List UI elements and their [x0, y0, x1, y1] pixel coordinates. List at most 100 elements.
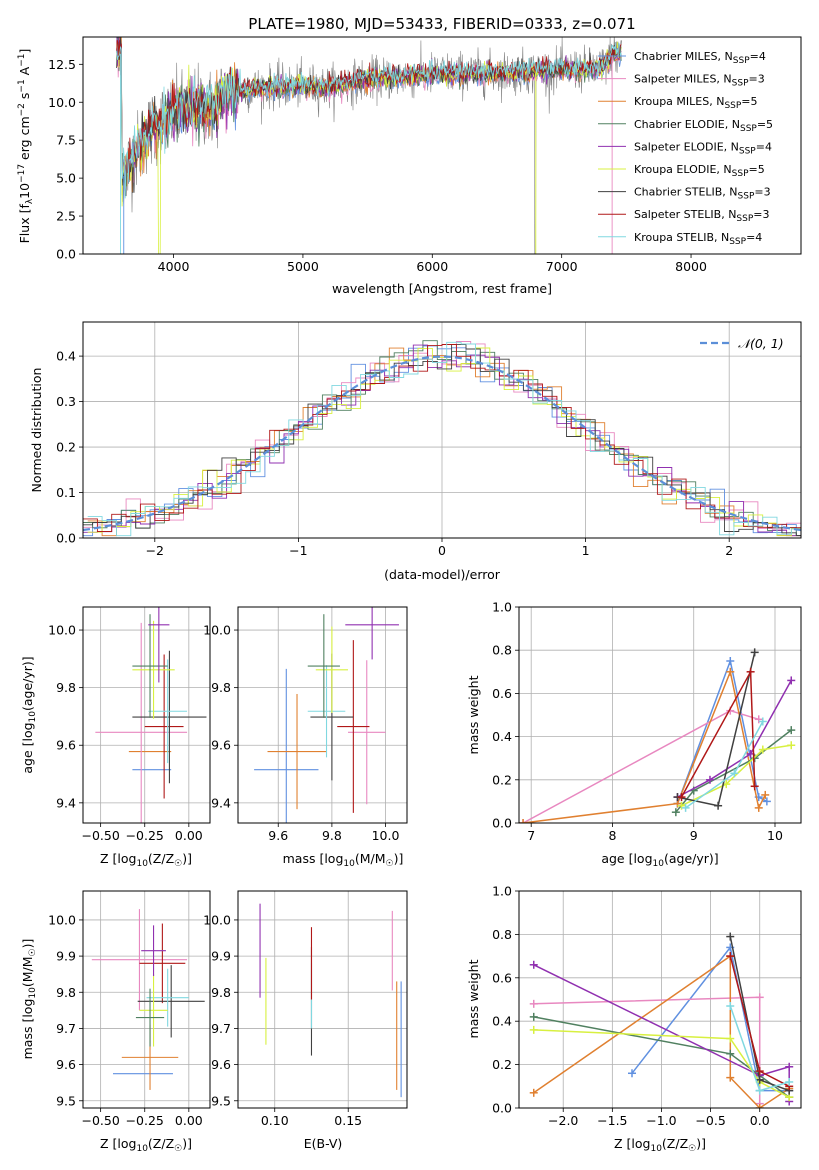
x-axis-label-part: ☉	[174, 859, 182, 869]
y-tick-label: 9.5	[211, 1093, 231, 1108]
x-tick-label: 10	[767, 828, 783, 843]
x-tick-label: −2.0	[548, 1113, 578, 1128]
x-axis-label-part: 10	[136, 859, 148, 869]
y-tick-label: 0.0	[492, 816, 512, 831]
axes-spectrum: 4000 5000 6000 7000 8000 0.0 2.5 5.0 7.5 10.0 12.5	[48, 36, 802, 274]
x-axis-label: Z [log10​(Z/Z☉​)]	[614, 1136, 706, 1154]
x-tick-label: 0.0	[750, 1113, 770, 1128]
y-tick-label: 10.0	[203, 623, 231, 638]
legend-entry: Kroupa STELIB, NSSP​=4	[634, 231, 762, 247]
y-tick-label: 0.8	[492, 927, 512, 942]
legend-entry-part: =3	[754, 186, 770, 199]
x-axis-label-part: 10	[136, 1144, 148, 1154]
legend-entry-part: =4	[746, 231, 762, 244]
y-tick-label: 12.5	[48, 57, 76, 72]
x-tick-label: 0.00	[175, 828, 203, 843]
y-tick-label: 9.4	[211, 795, 231, 810]
x-tick-label: −1.0	[646, 1113, 676, 1128]
x-axis-label: Z [log10​(Z/Z☉​)]	[100, 1136, 192, 1154]
legend-entry-part: =3	[749, 73, 765, 86]
x-tick-label: 2	[725, 543, 733, 558]
x-tick-label: −2	[146, 543, 164, 558]
x-tick-label: 9	[690, 828, 698, 843]
legend-entry: Salpeter MILES, NSSP​=3	[634, 73, 765, 89]
legend-entry: Chabrier MILES, NSSP​=4	[634, 50, 766, 66]
histogram-step	[83, 340, 801, 537]
normal-distribution-curve	[83, 355, 801, 532]
y-tick-label: 9.8	[211, 680, 231, 695]
y-tick-label: 9.6	[56, 1057, 76, 1072]
y-axis-label: mass [log10​(M/M☉​)]	[20, 939, 38, 1060]
y-axis-label-part: (age/yr)]	[20, 656, 35, 711]
legend-entry: Salpeter ELODIE, NSSP​=4	[634, 140, 772, 156]
y-tick-label: 0.8	[492, 643, 512, 658]
weight-series-line	[533, 1029, 790, 1098]
y-tick-label: 0.0	[492, 1101, 512, 1116]
legend-entry-part: Kroupa ELODIE, N	[634, 163, 732, 176]
x-tick-label: −0.25	[126, 1113, 164, 1128]
x-tick-label: 6000	[416, 259, 448, 274]
y-tick-label: 9.8	[56, 680, 76, 695]
legend-entry-part: SSP	[738, 192, 755, 202]
legend-entry-part: =5	[749, 163, 765, 176]
x-axis-label-part: (age/yr)]	[664, 851, 719, 866]
x-axis-label-part: Z [log	[100, 1136, 136, 1151]
x-axis-label-part: Z [log	[614, 1136, 650, 1151]
x-axis-label-part: )]	[182, 1136, 192, 1151]
axes-frame	[82, 606, 211, 824]
legend-entry-normal: 𝒩(0, 1)	[738, 336, 784, 351]
y-tick-label: 2.5	[56, 209, 76, 224]
axes-residuals: −2 −1 0 1 2 0.0 0.1 0.2 0.3 0.4	[56, 321, 802, 558]
weight-series-line	[631, 945, 790, 1092]
y-tick-label: 9.6	[56, 738, 76, 753]
x-axis-label-part: (Z/Z	[662, 1136, 688, 1151]
y-tick-label: 0.3	[56, 394, 76, 409]
y-tick-label: 0.4	[492, 1014, 512, 1029]
axes-mass_vs_EBV: 0.10 0.15 9.5 9.6 9.7 9.8 9.9 10.0	[203, 890, 408, 1128]
y-tick-label: 9.6	[211, 1057, 231, 1072]
y-axis-label-part: λ	[25, 198, 35, 204]
x-axis-label: Z [log10​(Z/Z☉​)]	[100, 851, 192, 869]
axes-weight_vs_age: 7 8 9 10 0.0 0.2 0.4 0.6 0.8 1.0	[492, 600, 802, 843]
x-tick-label: 8000	[675, 259, 707, 274]
plot-area-mass_vs_Z	[91, 909, 205, 1090]
histogram-step	[87, 347, 801, 537]
legend-entry-part: SSP	[732, 79, 749, 89]
legend-entry-part: SSP	[736, 214, 753, 224]
y-axis-label-part: ]	[17, 49, 32, 54]
legend-entry-part: SSP	[724, 101, 741, 111]
x-tick-label: 0.15	[334, 1113, 362, 1128]
y-tick-label: 10.0	[203, 912, 231, 927]
x-axis-label-part: )]	[394, 851, 404, 866]
legend: Chabrier MILES, NSSP​=4 Salpeter MILES, N…	[598, 50, 773, 247]
x-axis-label-part: (M/M	[355, 851, 386, 866]
x-axis-label-part: 10	[650, 1144, 662, 1154]
x-tick-label: 10.0	[372, 828, 400, 843]
legend-entry: Salpeter STELIB, NSSP​=3	[634, 208, 770, 224]
y-axis-label-part: )]	[20, 939, 35, 949]
plot-area-spectrum	[116, 37, 622, 254]
x-tick-label: 9.6	[268, 828, 288, 843]
y-tick-label: 1.0	[492, 600, 512, 615]
y-axis-label-part: −1	[17, 54, 27, 67]
axes-age_vs_Z: −0.50 −0.25 0.00 9.4 9.6 9.8 10.0	[48, 606, 211, 843]
axes-frame	[82, 890, 211, 1109]
plot-area-residuals	[83, 340, 801, 537]
x-axis-label: (data-model)/error	[384, 567, 501, 582]
legend-entry: Kroupa MILES, NSSP​=5	[634, 95, 758, 111]
x-axis-label: mass [log10​(M/M☉​)]	[283, 851, 404, 869]
axes-frame	[518, 606, 802, 824]
y-axis-label-part: Flux [f	[17, 204, 32, 244]
x-tick-label: −0.50	[81, 828, 119, 843]
legend-entry-part: Salpeter MILES, N	[634, 73, 732, 86]
x-tick-label: −1	[289, 543, 307, 558]
legend-entry: Chabrier STELIB, NSSP​=3	[634, 186, 771, 202]
axes-frame	[237, 890, 408, 1109]
x-tick-label: 5000	[287, 259, 319, 274]
y-axis-label-part: −17	[17, 164, 27, 183]
axes-frame	[518, 890, 802, 1109]
y-axis-label: Flux [fλ​10−17​ erg cm−2​ s−1​ A−1​]	[17, 49, 35, 244]
x-axis-label-part: 10	[653, 859, 665, 869]
x-axis-label: E(B-V)	[304, 1136, 343, 1151]
